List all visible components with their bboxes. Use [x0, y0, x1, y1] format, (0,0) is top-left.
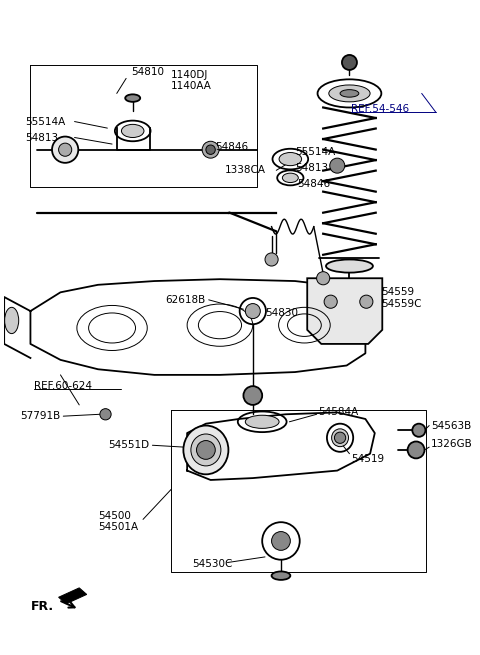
Ellipse shape: [326, 259, 373, 272]
Circle shape: [408, 441, 424, 458]
Circle shape: [335, 432, 346, 443]
Ellipse shape: [5, 307, 19, 333]
Circle shape: [342, 55, 357, 70]
Polygon shape: [307, 278, 382, 344]
Ellipse shape: [340, 90, 359, 97]
Ellipse shape: [125, 94, 140, 102]
Text: 55514A: 55514A: [25, 117, 65, 126]
Ellipse shape: [332, 429, 348, 447]
Text: 57791B: 57791B: [20, 411, 60, 421]
Ellipse shape: [279, 153, 301, 166]
Text: FR.: FR.: [30, 600, 54, 613]
Text: 54501A: 54501A: [98, 522, 138, 532]
Circle shape: [245, 303, 260, 318]
Ellipse shape: [272, 571, 290, 580]
Text: REF.54-546: REF.54-546: [351, 104, 409, 115]
Circle shape: [272, 532, 290, 550]
Text: 54830: 54830: [265, 308, 298, 318]
Text: 1140AA: 1140AA: [171, 81, 212, 91]
Circle shape: [317, 272, 330, 285]
Text: 54559: 54559: [381, 288, 414, 297]
Ellipse shape: [59, 143, 72, 157]
Text: 54813: 54813: [295, 164, 328, 174]
Text: 54846: 54846: [215, 142, 249, 152]
Ellipse shape: [183, 426, 228, 474]
Circle shape: [202, 141, 219, 158]
Text: 54563B: 54563B: [431, 421, 471, 430]
Circle shape: [206, 145, 215, 155]
Text: 54551D: 54551D: [108, 440, 150, 450]
Ellipse shape: [52, 136, 78, 163]
Circle shape: [196, 441, 215, 459]
Text: 54519: 54519: [351, 455, 384, 464]
Text: 1140DJ: 1140DJ: [171, 69, 208, 80]
FancyArrowPatch shape: [61, 601, 74, 608]
Circle shape: [360, 295, 373, 309]
Text: 62618B: 62618B: [166, 295, 206, 305]
Circle shape: [100, 409, 111, 420]
Circle shape: [330, 158, 345, 173]
Ellipse shape: [282, 173, 298, 183]
Ellipse shape: [191, 434, 221, 466]
Text: 1338CA: 1338CA: [225, 165, 265, 176]
Ellipse shape: [329, 85, 370, 102]
Text: 54584A: 54584A: [319, 407, 359, 417]
Text: 54810: 54810: [131, 67, 164, 77]
Text: 54813: 54813: [25, 132, 58, 143]
Text: 1326GB: 1326GB: [431, 440, 473, 449]
Text: 54530C: 54530C: [192, 559, 232, 569]
Text: 54500: 54500: [98, 511, 131, 521]
Text: 54559C: 54559C: [381, 299, 422, 309]
Text: REF.60-624: REF.60-624: [34, 381, 92, 391]
Circle shape: [265, 253, 278, 266]
Text: 55514A: 55514A: [295, 147, 335, 157]
Polygon shape: [59, 588, 87, 604]
Text: 54846: 54846: [297, 179, 330, 189]
Ellipse shape: [245, 415, 279, 428]
Circle shape: [243, 386, 262, 405]
Ellipse shape: [121, 124, 144, 138]
Circle shape: [324, 295, 337, 309]
Circle shape: [412, 424, 425, 437]
